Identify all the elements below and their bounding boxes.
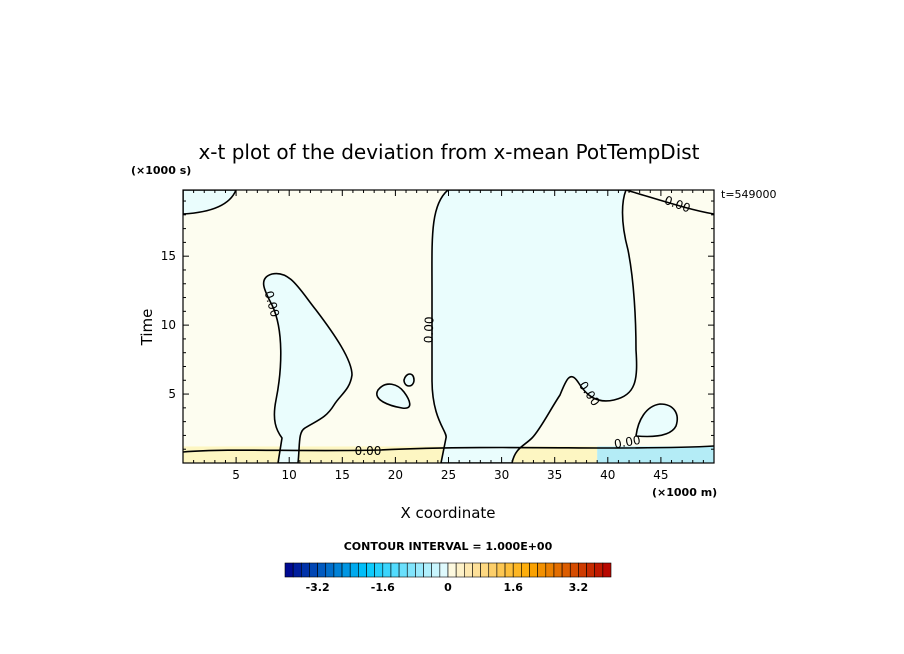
x-tick-label: 20 xyxy=(388,468,403,482)
colorbar-cell xyxy=(317,562,327,578)
colorbar-cell xyxy=(586,562,595,578)
contour-label: 0.00 xyxy=(355,444,382,458)
colorbar-tick-label: -1.6 xyxy=(371,581,395,594)
colorbar-cell xyxy=(382,562,392,578)
y-axis-label: Time xyxy=(138,309,156,347)
negative-blob-small xyxy=(403,373,415,387)
colorbar-cell xyxy=(463,562,473,578)
contour-label: 0.00 xyxy=(613,433,642,451)
colorbar-cell xyxy=(512,562,522,578)
colorbar-cell xyxy=(309,562,318,578)
zero-contour-bottom xyxy=(183,445,714,453)
colorbar-cell xyxy=(431,562,441,578)
colorbar-cell xyxy=(390,562,400,578)
contour-label: 0.00 xyxy=(262,289,282,318)
colorbar-cell xyxy=(333,562,343,578)
colorbar-cell xyxy=(578,562,587,578)
colorbar-tick-label: 0 xyxy=(444,581,452,594)
colorbar-tick-label: 1.6 xyxy=(503,581,523,594)
colorbar-cell xyxy=(537,562,547,578)
x-tick-label: 35 xyxy=(547,468,562,482)
colorbar-cell xyxy=(300,562,310,578)
colorbar-cell xyxy=(398,562,408,578)
contour-interval-text: CONTOUR INTERVAL = 1.000E+00 xyxy=(344,540,553,553)
colorbar-cell xyxy=(292,562,302,578)
colorbar-cell xyxy=(341,562,351,578)
y-tick-label: 5 xyxy=(168,387,176,401)
colorbar-cell xyxy=(284,562,294,578)
colorbar-cell xyxy=(594,562,604,578)
negative-patch xyxy=(635,403,678,438)
colorbar-cell xyxy=(415,562,424,578)
colorbar-cell xyxy=(472,562,481,578)
x-tick-label: 45 xyxy=(653,468,668,482)
x-tick-label: 5 xyxy=(232,468,240,482)
colorbar-cell xyxy=(325,562,335,578)
chart-title: x-t plot of the deviation from x-mean Po… xyxy=(198,140,699,164)
x-tick-label: 10 xyxy=(282,468,297,482)
colorbar-tick-label: 3.2 xyxy=(569,581,589,594)
colorbar-cell xyxy=(480,562,490,578)
colorbar-cell xyxy=(349,562,359,578)
contour-label: 0.00 xyxy=(422,316,437,343)
x-tick-label: 25 xyxy=(441,468,456,482)
negative-blob xyxy=(376,383,411,410)
x-tick-label: 40 xyxy=(600,468,615,482)
colorbar-cell xyxy=(374,562,384,578)
x-axis-unit: (×1000 m) xyxy=(652,486,717,499)
contour-field: 0.000.000.000.000.00 0.00 xyxy=(183,190,714,463)
colorbar-cell xyxy=(569,562,579,578)
colorbar-cell xyxy=(358,562,367,578)
colorbar-cell xyxy=(545,562,555,578)
colorbar-cell xyxy=(553,562,563,578)
colorbar-cell xyxy=(602,562,612,578)
colorbar-cell xyxy=(561,562,571,578)
negative-column xyxy=(431,190,638,463)
colorbar-cell xyxy=(521,562,530,578)
zero-contour-top-right xyxy=(625,190,714,215)
y-tick-label: 15 xyxy=(161,249,176,263)
x-axis-label: X coordinate xyxy=(400,504,495,522)
y-axis-unit: (×1000 s) xyxy=(131,164,191,177)
colorbar-cell xyxy=(406,562,416,578)
colorbar-cell xyxy=(366,562,375,578)
colorbar: -3.2 -1.6 0 1.6 3.2 xyxy=(284,562,612,594)
colorbar-tick-label: -3.2 xyxy=(306,581,330,594)
plot-axes: 5 10 15 20 25 30 35 40 45 5 10 15 xyxy=(161,189,715,482)
colorbar-cell xyxy=(439,562,449,578)
x-tick-label: 30 xyxy=(494,468,509,482)
colorbar-cell xyxy=(496,562,506,578)
colorbar-cell xyxy=(529,562,538,578)
colorbar-cell xyxy=(455,562,465,578)
negative-tongue xyxy=(262,272,353,463)
colorbar-cell xyxy=(447,562,457,578)
x-tick-label: 15 xyxy=(335,468,350,482)
colorbar-cell xyxy=(488,562,498,578)
negative-band-right xyxy=(597,446,714,463)
y-tick-label: 10 xyxy=(161,318,176,332)
colorbar-cell xyxy=(423,562,432,578)
colorbar-cell xyxy=(504,562,514,578)
time-stamp: t=549000 xyxy=(721,188,777,201)
